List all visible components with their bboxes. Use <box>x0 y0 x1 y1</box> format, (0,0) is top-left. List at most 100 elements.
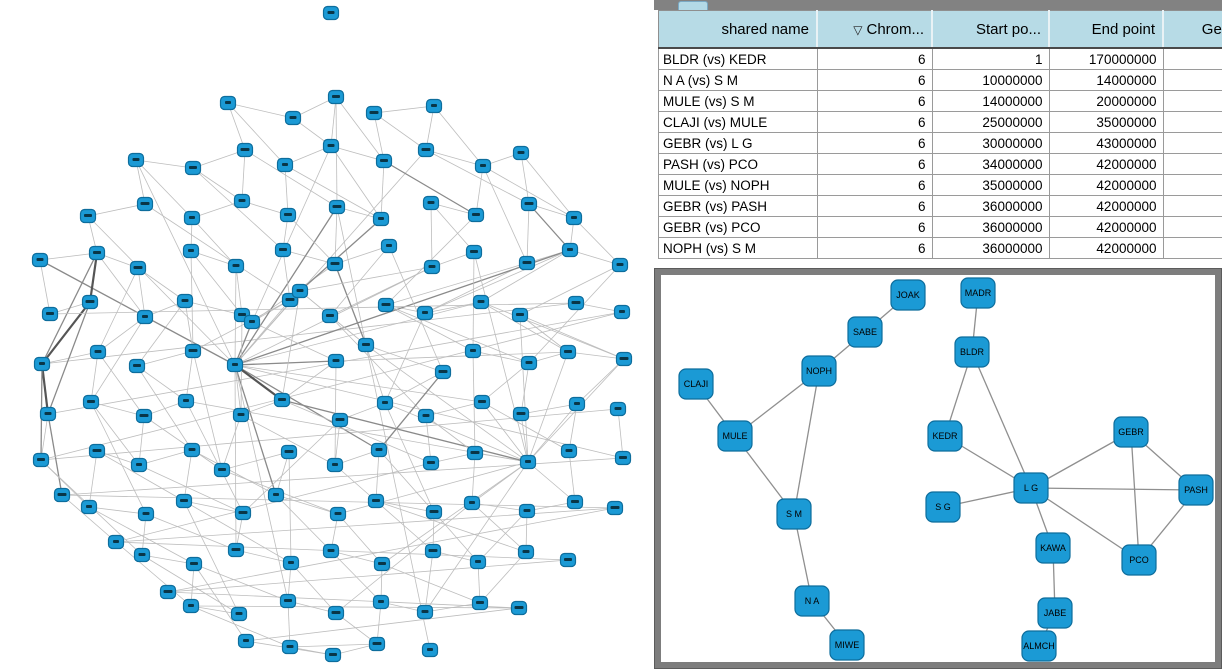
node-label <box>36 258 44 261</box>
subnetwork-canvas[interactable]: JOAK MADR SABE BLDR NOPH CLAJI MULE KEDR GEBR L G… <box>654 268 1222 669</box>
table-row[interactable]: N A (vs) S M610000000140000006.6 <box>658 69 1222 91</box>
network-edge <box>115 541 192 607</box>
table-row[interactable]: GEBR (vs) PCO636000000420000008.4 <box>658 216 1222 238</box>
node-label <box>240 148 250 151</box>
network-edge <box>39 252 98 261</box>
node-label <box>231 548 241 551</box>
node-label <box>190 562 198 565</box>
cell-value: 170000000 <box>1048 47 1164 70</box>
network-edge <box>90 351 99 403</box>
network-edge <box>365 344 529 463</box>
node-label <box>422 311 428 314</box>
network-node[interactable] <box>927 420 963 452</box>
network-node[interactable] <box>1121 544 1157 576</box>
node-label <box>284 450 294 453</box>
network-edge <box>334 360 337 466</box>
network-node[interactable] <box>954 336 990 368</box>
network-node[interactable] <box>847 316 883 348</box>
network-edge <box>330 145 382 220</box>
network-node[interactable] <box>1021 630 1057 662</box>
column-header[interactable]: Start po... <box>931 10 1050 49</box>
network-edge <box>284 164 382 220</box>
column-header[interactable]: Genetic... <box>1162 10 1222 49</box>
node-label <box>334 512 342 515</box>
table-row[interactable]: CLAJI (vs) MULE625000000350000005.9 <box>658 111 1222 133</box>
node-label <box>438 370 448 373</box>
node-label <box>189 166 197 169</box>
network-edge <box>192 149 246 169</box>
network-edge <box>567 351 625 360</box>
cell-value: 6.6 <box>1162 69 1222 91</box>
network-edge <box>167 591 520 609</box>
node-label <box>249 320 255 323</box>
network-node[interactable] <box>1037 597 1073 629</box>
network-node[interactable] <box>829 629 865 661</box>
network-edge <box>424 461 529 613</box>
network-edge <box>144 203 291 301</box>
network-node[interactable] <box>890 279 926 311</box>
network-edge <box>39 259 51 315</box>
network-node[interactable] <box>960 277 996 309</box>
node-label <box>163 590 173 593</box>
cell-value: 43000000 <box>1048 132 1164 154</box>
node-label <box>133 364 141 367</box>
table-row[interactable]: MULE (vs) S M614000000200000007.5 <box>658 90 1222 112</box>
network-node[interactable] <box>717 420 753 452</box>
network-node[interactable] <box>925 491 961 523</box>
network-edge <box>290 562 337 614</box>
table-row[interactable]: GEBR (vs) PASH636000000420000008.9 <box>658 195 1222 217</box>
network-node[interactable] <box>801 355 837 387</box>
network-edge <box>424 249 571 314</box>
node-label <box>94 350 102 353</box>
node-label: S M <box>786 509 802 519</box>
table-row[interactable]: MULE (vs) NOPH6350000004200000010.5 <box>658 174 1222 196</box>
main-network-canvas[interactable] <box>0 0 654 669</box>
network-node[interactable] <box>1013 472 1049 504</box>
network-node[interactable] <box>794 585 830 617</box>
table-row[interactable]: PASH (vs) PCO6340000004200000011.4 <box>658 153 1222 175</box>
cell-value: 8.4 <box>1162 216 1222 238</box>
network-edge <box>334 263 367 346</box>
network-edge <box>793 370 820 515</box>
table-row[interactable]: NOPH (vs) S M636000000420000009.9 <box>658 237 1222 259</box>
table-header-row: shared name ▽ Chrom... Start po... End point… <box>658 10 1222 49</box>
filter-icon[interactable]: ▽ <box>853 22 863 37</box>
node-label <box>378 562 386 565</box>
column-header[interactable]: shared name <box>658 10 818 49</box>
node-label <box>517 151 525 154</box>
node-label <box>189 216 195 219</box>
node-label <box>142 315 148 318</box>
node-label <box>181 299 189 302</box>
cell-value: 25000000 <box>931 111 1050 133</box>
node-label <box>218 468 226 471</box>
network-edge <box>88 506 147 515</box>
network-node[interactable] <box>678 368 714 400</box>
network-edge <box>136 300 186 367</box>
network-edge <box>244 149 338 208</box>
network-edge <box>433 105 484 167</box>
table-row[interactable]: BLDR (vs) KEDR61170000000192.0 <box>658 47 1222 70</box>
cell-shared-name: MULE (vs) NOPH <box>658 174 818 196</box>
network-edge <box>519 314 569 353</box>
network-edge <box>482 165 575 219</box>
node-label <box>235 612 243 615</box>
network-node[interactable] <box>1035 532 1071 564</box>
table-row[interactable]: GEBR (vs) L G6300000004300000016.9 <box>658 132 1222 154</box>
network-edge <box>384 402 529 463</box>
network-node[interactable] <box>776 498 812 530</box>
network-node[interactable] <box>1113 416 1149 448</box>
network-edge <box>234 301 482 366</box>
column-header[interactable]: ▽ Chrom... <box>816 10 933 49</box>
network-edge <box>221 414 242 471</box>
network-node[interactable] <box>1178 474 1214 506</box>
node-label: PCO <box>1129 555 1149 565</box>
cell-value: 10.5 <box>1162 174 1222 196</box>
network-edge <box>87 203 146 217</box>
table-tab-chip[interactable] <box>678 1 708 11</box>
node-label: ALMCH <box>1023 641 1055 651</box>
network-edge <box>234 364 283 401</box>
column-header[interactable]: End point <box>1048 10 1164 49</box>
network-edge <box>373 105 435 114</box>
node-label <box>335 418 345 421</box>
network-edge <box>475 165 484 216</box>
